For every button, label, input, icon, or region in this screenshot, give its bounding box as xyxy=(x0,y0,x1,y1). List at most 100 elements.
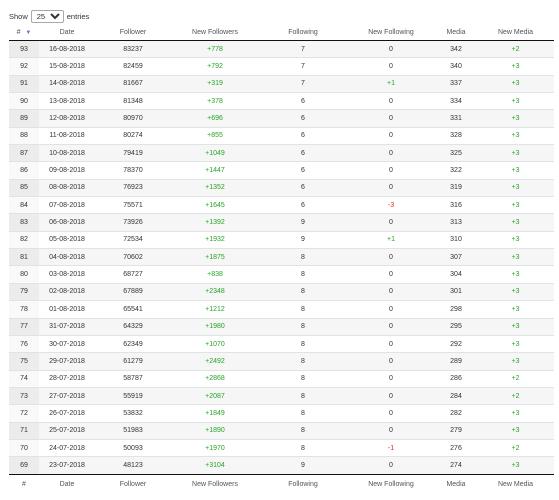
cell-new-media: +3 xyxy=(477,126,554,145)
cell-follower: 67889 xyxy=(95,282,171,301)
cell-follower: 73926 xyxy=(95,213,171,232)
cell-new-media: +2 xyxy=(477,39,554,58)
cell-date: 06-08-2018 xyxy=(39,213,95,232)
cell-new-following: +1 xyxy=(347,230,435,249)
cell-follower: 65541 xyxy=(95,300,171,318)
column-header-number[interactable]: # ▼ xyxy=(9,24,39,41)
column-header-following[interactable]: Following xyxy=(259,24,347,41)
cell-number: 69 xyxy=(9,456,39,475)
cell-media: 292 xyxy=(435,334,477,353)
cell-following: 6 xyxy=(259,161,347,180)
cell-following: 6 xyxy=(259,109,347,128)
cell-new-following: 0 xyxy=(347,57,435,76)
table-row: 92 15-08-2018 82459 +792 7 0 340 +3 xyxy=(9,57,554,76)
cell-follower: 61279 xyxy=(95,352,171,371)
table-row: 74 28-07-2018 58787 +2868 8 0 286 +2 xyxy=(9,369,554,388)
column-header-media[interactable]: Media xyxy=(435,24,477,41)
table-row: 82 05-08-2018 72534 +1932 9 +1 310 +3 xyxy=(9,230,554,249)
cell-new-followers: +1392 xyxy=(171,213,259,232)
table-row: 89 12-08-2018 80970 +696 6 0 331 +3 xyxy=(9,109,554,128)
entries-length-control: Show 25 entries xyxy=(9,10,89,23)
column-header-new-followers[interactable]: New Followers xyxy=(171,24,259,41)
cell-media: 279 xyxy=(435,421,477,440)
column-header-label: New Media xyxy=(497,28,533,36)
cell-new-following: 0 xyxy=(347,126,435,145)
cell-new-media: +3 xyxy=(477,74,554,93)
cell-follower: 81667 xyxy=(95,74,171,93)
cell-number: 76 xyxy=(9,334,39,353)
table-body: 93 16-08-2018 83237 +778 7 0 342 +2 92 15-08-2018… xyxy=(9,39,554,475)
cell-new-followers: +855 xyxy=(171,126,259,145)
table-row: 83 06-08-2018 73926 +1392 9 0 313 +3 xyxy=(9,213,554,232)
cell-new-following: 0 xyxy=(347,352,435,371)
table-row: 76 30-07-2018 62349 +1070 8 0 292 +3 xyxy=(9,334,554,353)
table-row: 84 07-08-2018 75571 +1645 6 -3 316 +3 xyxy=(9,196,554,214)
column-header-label: Follower xyxy=(119,28,147,36)
cell-new-followers: +1049 xyxy=(171,144,259,162)
column-footer-media[interactable]: Media xyxy=(435,473,477,494)
cell-number: 90 xyxy=(9,92,39,110)
cell-date: 07-08-2018 xyxy=(39,196,95,214)
column-footer-new-media[interactable]: New Media xyxy=(477,473,554,494)
cell-number: 92 xyxy=(9,57,39,76)
entries-per-page-select[interactable]: 25 xyxy=(30,10,64,23)
cell-media: 286 xyxy=(435,369,477,388)
cell-media: 342 xyxy=(435,39,477,58)
table-row: 80 03-08-2018 68727 +838 8 0 304 +3 xyxy=(9,265,554,284)
cell-date: 14-08-2018 xyxy=(39,74,95,93)
cell-media: 301 xyxy=(435,282,477,301)
cell-new-followers: +1645 xyxy=(171,196,259,214)
sort-desc-icon[interactable]: ▼ xyxy=(25,29,32,36)
cell-new-following: 0 xyxy=(347,265,435,284)
cell-media: 340 xyxy=(435,57,477,76)
cell-following: 8 xyxy=(259,265,347,284)
cell-new-followers: +319 xyxy=(171,74,259,93)
cell-number: 72 xyxy=(9,404,39,423)
column-footer-new-following[interactable]: New Following xyxy=(347,473,435,494)
cell-date: 02-08-2018 xyxy=(39,282,95,301)
column-header-new-following[interactable]: New Following xyxy=(347,24,435,41)
cell-date: 25-07-2018 xyxy=(39,421,95,440)
table-row: 93 16-08-2018 83237 +778 7 0 342 +2 xyxy=(9,39,554,58)
cell-date: 08-08-2018 xyxy=(39,178,95,197)
column-footer-label: Follower xyxy=(119,480,147,488)
cell-number: 93 xyxy=(9,39,39,58)
cell-new-media: +3 xyxy=(477,456,554,475)
cell-media: 313 xyxy=(435,213,477,232)
column-header-date[interactable]: Date xyxy=(39,24,95,41)
table-row: 75 29-07-2018 61279 +2492 8 0 289 +3 xyxy=(9,352,554,371)
cell-new-followers: +2868 xyxy=(171,369,259,388)
cell-new-followers: +1849 xyxy=(171,404,259,423)
cell-number: 79 xyxy=(9,282,39,301)
cell-date: 05-08-2018 xyxy=(39,230,95,249)
cell-media: 276 xyxy=(435,438,477,457)
cell-date: 04-08-2018 xyxy=(39,248,95,266)
cell-media: 295 xyxy=(435,317,477,336)
table-row: 73 27-07-2018 55919 +2087 8 0 284 +2 xyxy=(9,386,554,405)
cell-number: 87 xyxy=(9,144,39,162)
stats-table: # ▼ Date Follower New Followers Following New… xyxy=(9,24,554,494)
column-footer-date[interactable]: Date xyxy=(39,473,95,494)
cell-date: 09-08-2018 xyxy=(39,161,95,180)
cell-new-followers: +3104 xyxy=(171,456,259,475)
column-header-new-media[interactable]: New Media xyxy=(477,24,554,41)
cell-follower: 64329 xyxy=(95,317,171,336)
table-row: 88 11-08-2018 80274 +855 6 0 328 +3 xyxy=(9,126,554,145)
cell-date: 11-08-2018 xyxy=(39,126,95,145)
cell-new-followers: +2348 xyxy=(171,282,259,301)
column-footer-follower[interactable]: Follower xyxy=(95,473,171,494)
column-footer-number[interactable]: # xyxy=(9,473,39,494)
cell-date: 26-07-2018 xyxy=(39,404,95,423)
cell-new-following: 0 xyxy=(347,161,435,180)
header-row: # ▼ Date Follower New Followers Following New… xyxy=(9,24,554,41)
cell-new-media: +3 xyxy=(477,230,554,249)
column-footer-new-followers[interactable]: New Followers xyxy=(171,473,259,494)
table-row: 79 02-08-2018 67889 +2348 8 0 301 +3 xyxy=(9,282,554,301)
cell-following: 7 xyxy=(259,74,347,93)
cell-date: 23-07-2018 xyxy=(39,456,95,475)
column-header-follower[interactable]: Follower xyxy=(95,24,171,41)
column-footer-following[interactable]: Following xyxy=(259,473,347,494)
cell-new-media: +3 xyxy=(477,248,554,266)
cell-follower: 81348 xyxy=(95,92,171,110)
cell-media: 307 xyxy=(435,248,477,266)
